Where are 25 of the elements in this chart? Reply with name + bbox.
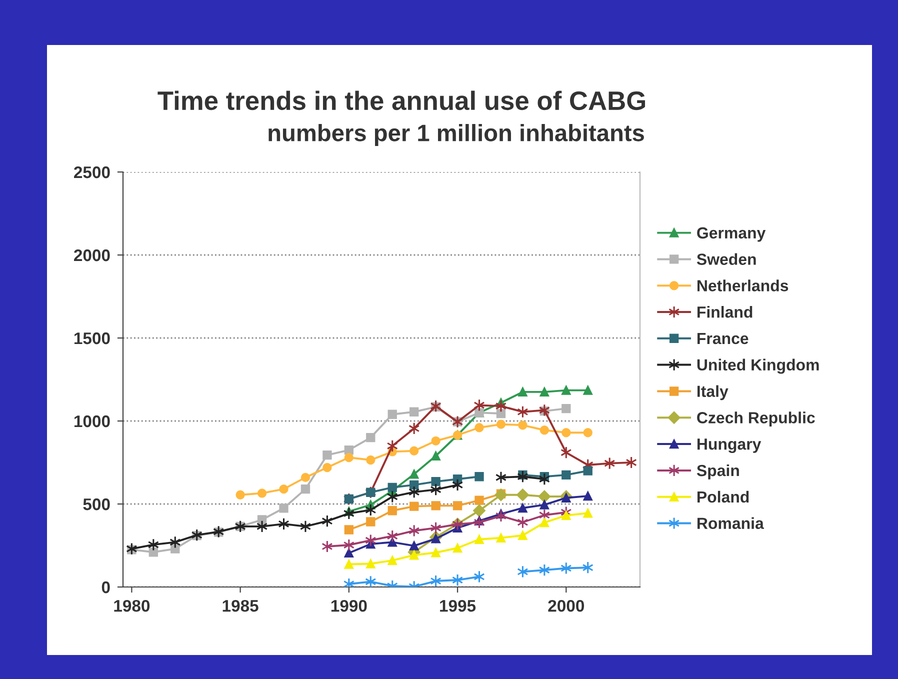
chart-subtitle: numbers per 1 million inhabitants	[268, 124, 644, 146]
legend-label: France	[697, 332, 748, 344]
legend-label: United Kingdom	[697, 358, 819, 374]
y-tick-label: 1000	[74, 415, 110, 428]
x-tick-label: 1995	[440, 600, 476, 612]
y-tick-label: 2000	[74, 249, 110, 262]
legend-label: Romania	[697, 517, 764, 529]
legend-label: Italy	[697, 385, 728, 400]
x-tick-label: 2000	[548, 600, 584, 612]
legend-label: Hungary	[697, 438, 762, 453]
y-tick-label: 0	[102, 581, 110, 594]
legend-label: Germany	[697, 227, 766, 242]
legend-label: Spain	[696, 464, 739, 480]
legend-label: Czech Republic	[697, 412, 815, 427]
legend-label: Sweden	[696, 253, 756, 265]
x-tick-label: 1990	[331, 600, 367, 612]
legend-label: Netherlands	[697, 280, 788, 292]
x-tick-label: 1985	[222, 600, 258, 612]
legend-label: Poland	[697, 490, 749, 503]
y-tick-label: 1500	[74, 332, 110, 344]
chart-title: Time trends in the annual use of CABG	[158, 90, 646, 110]
legend-label: Finland	[697, 306, 752, 318]
y-tick-label: 2500	[74, 166, 110, 178]
y-tick-label: 500	[83, 498, 110, 510]
x-tick-label: 1980	[114, 600, 150, 612]
